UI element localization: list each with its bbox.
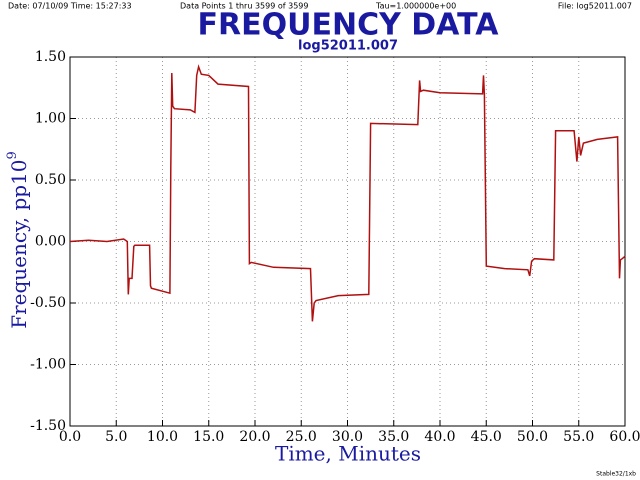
y-tick-label: 1.00 (35, 111, 66, 127)
header-tau: Tau=1.000000e+00 (375, 2, 456, 11)
header-points: Data Points 1 thru 3599 of 3599 (180, 2, 308, 11)
y-tick-label: 1.50 (35, 49, 66, 65)
x-tick-label: 15.0 (193, 429, 224, 445)
x-tick-label: 10.0 (147, 429, 178, 445)
x-tick-label: 40.0 (424, 429, 455, 445)
x-tick-label: 55.0 (563, 429, 594, 445)
x-tick-label: 0.0 (59, 429, 81, 445)
y-axis-label: Frequency, pp109 (5, 151, 31, 329)
x-tick-label: 45.0 (471, 429, 502, 445)
x-tick-label: 5.0 (105, 429, 127, 445)
x-tick-label: 35.0 (378, 429, 409, 445)
y-tick-label: 0.50 (35, 172, 66, 188)
data-line (69, 64, 626, 322)
y-axis-label-text: Frequency, pp10 (7, 159, 31, 328)
header-date: Date: 07/10/09 Time: 15:27:33 (8, 2, 132, 11)
y-tick-label: -0.50 (30, 295, 66, 311)
x-tick-label: 50.0 (517, 429, 548, 445)
chart-title: FREQUENCY DATA (198, 8, 500, 43)
footer: Stable32/1xb (596, 471, 636, 478)
x-tick-label: 60.0 (609, 429, 640, 445)
x-axis-label: Time, Minutes (275, 442, 421, 466)
y-tick-label: -1.00 (30, 357, 66, 373)
y-tick-label: 0.00 (35, 234, 66, 250)
x-tick-label: 20.0 (239, 429, 270, 445)
header-file: File: log52011.007 (558, 2, 632, 11)
chart-subtitle: log52011.007 (298, 39, 398, 54)
x-tick-label: 25.0 (286, 429, 317, 445)
y-tick-label: -1.50 (30, 418, 66, 434)
y-axis-label-exponent: 9 (5, 151, 20, 159)
x-tick-label: 30.0 (332, 429, 363, 445)
